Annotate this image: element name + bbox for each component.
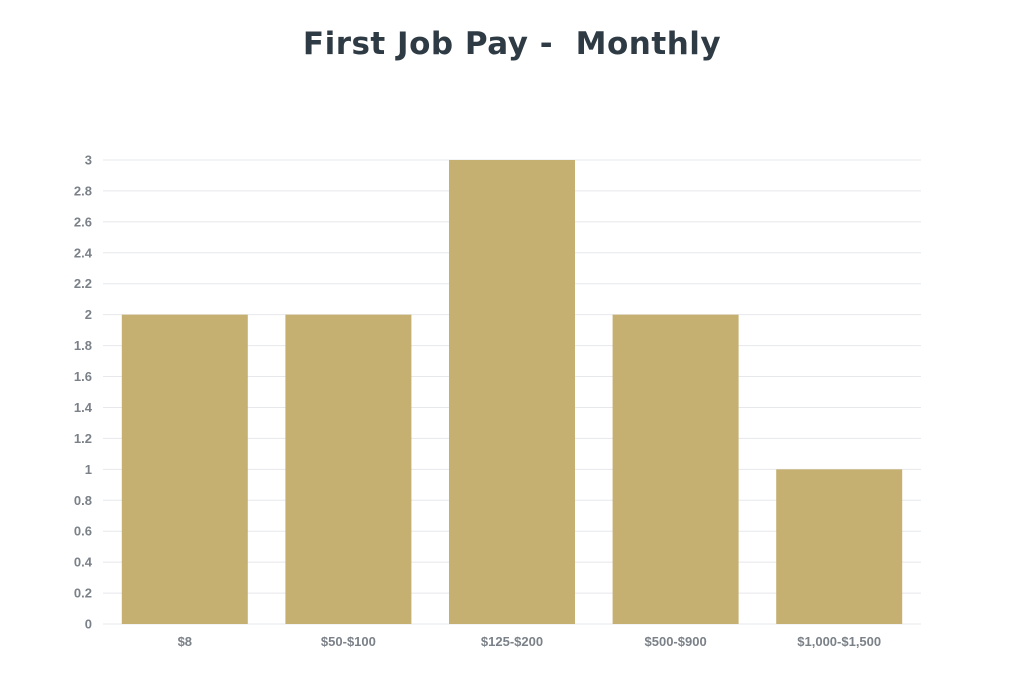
chart-title: First Job Pay - Monthly — [302, 26, 722, 62]
y-tick-label: 2.4 — [74, 245, 93, 260]
y-tick-label: 2.8 — [74, 183, 92, 198]
bar — [449, 160, 575, 624]
bar — [612, 314, 739, 624]
x-tick-label: $50-$100 — [321, 634, 376, 649]
x-tick-label: $1,000-$1,500 — [797, 634, 881, 649]
x-axis: $8 $50-$100 $125-$200 $500-$900 $1,000-$1,50… — [178, 634, 882, 649]
y-tick-label: 1.6 — [74, 369, 92, 384]
y-tick-label: 0.8 — [74, 493, 92, 508]
x-tick-label: $125-$200 — [481, 634, 543, 649]
y-tick-label: 2 — [85, 307, 92, 322]
y-axis: 0 0.2 0.4 0.6 0.8 1 1.2 1.4 1.6 1.8 2 2.2 2.4 2.6 2.8 3 — [74, 153, 93, 632]
y-tick-label: 0.2 — [74, 586, 92, 601]
y-tick-label: 3 — [85, 153, 92, 168]
y-tick-label: 0 — [85, 617, 92, 632]
bar — [776, 469, 903, 624]
x-tick-label: $500-$900 — [645, 634, 707, 649]
y-tick-label: 0.4 — [74, 555, 93, 570]
y-tick-label: 2.2 — [74, 276, 92, 291]
y-tick-label: 1.2 — [74, 431, 92, 446]
x-tick-label: $8 — [178, 634, 192, 649]
bar — [285, 314, 412, 624]
y-tick-label: 1 — [85, 462, 92, 477]
y-tick-label: 1.8 — [74, 338, 92, 353]
y-tick-label: 2.6 — [74, 214, 92, 229]
y-tick-label: 1.4 — [74, 400, 93, 415]
bars — [121, 160, 903, 624]
y-tick-label: 0.6 — [74, 524, 92, 539]
bar — [121, 314, 248, 624]
